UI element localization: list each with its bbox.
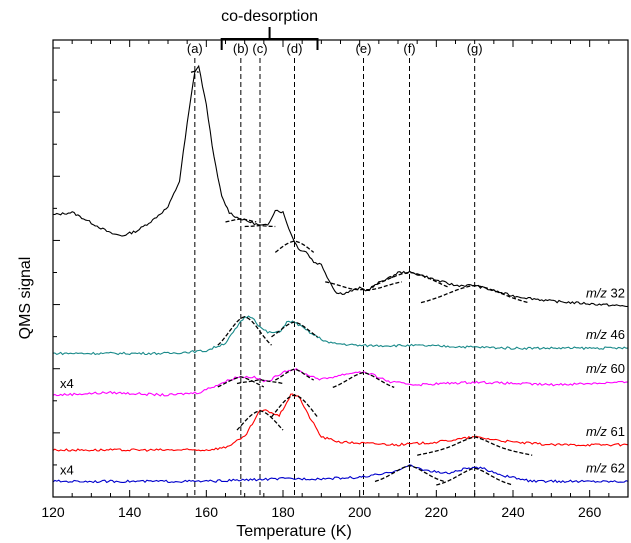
fit-curve [274, 368, 315, 381]
scale-factor-label: x4 [60, 376, 74, 391]
fit-curve [420, 284, 529, 304]
fit-curve [325, 281, 402, 291]
peak-marker-label: (a) [187, 41, 203, 56]
series-label: m/z 60 [586, 361, 625, 376]
series-labels: m/z 32 m/z 46 m/z 60 x4 m/z 61 m/z 62 x4 [60, 285, 625, 477]
x-tick-label: 160 [195, 504, 219, 520]
x-tick-label: 180 [271, 504, 295, 520]
fit-curve [270, 394, 319, 418]
fit-curve [370, 271, 449, 288]
x-tick-labels: 120 140 160 180 200 220 240 260 [41, 504, 601, 520]
series-label: m/z 46 [586, 327, 625, 342]
series-line [52, 368, 629, 397]
x-axis-label: Temperature (K) [236, 523, 352, 540]
fit-curve [217, 316, 272, 346]
fit-curve [190, 70, 199, 73]
x-tick-label: 240 [501, 504, 525, 520]
peak-marker-label: (e) [356, 41, 372, 56]
x-tick-label: 200 [348, 504, 372, 520]
axis-ticks [52, 40, 629, 498]
fit-curve [236, 378, 284, 385]
peak-marker-label: (g) [467, 41, 483, 56]
peak-marker-lines [194, 58, 476, 497]
x-tick-label: 140 [118, 504, 142, 520]
x-tick-label: 260 [578, 504, 602, 520]
co-desorption-bracket [220, 27, 319, 50]
fit-curve [374, 465, 445, 483]
peak-marker-label: (c) [252, 41, 267, 56]
fit-curve [417, 436, 533, 456]
series-line [52, 315, 629, 356]
fit-curve [244, 224, 276, 228]
series-label: m/z 62 [586, 460, 625, 475]
series-line [52, 393, 629, 452]
x-tick-label: 120 [41, 504, 65, 520]
series-label: m/z 32 [586, 285, 625, 300]
x-tick-label: 220 [425, 504, 449, 520]
series-line [52, 464, 629, 484]
series-group [52, 64, 629, 484]
fit-curve [271, 321, 318, 338]
peak-marker-label: (b) [233, 41, 249, 56]
scale-factor-label: x4 [60, 462, 74, 477]
fit-curve [436, 467, 514, 486]
series-label: m/z 61 [586, 424, 625, 439]
fit-curve [236, 410, 284, 431]
co-desorption-annotation: co-desorption [221, 8, 318, 25]
fit-curve [274, 240, 315, 253]
series-line [52, 64, 629, 308]
fit-curves [190, 70, 533, 486]
y-axis-label: QMS signal [17, 257, 34, 340]
fit-curve [225, 218, 257, 223]
fit-curve [332, 371, 395, 389]
peak-marker-label: (d) [287, 41, 303, 56]
fit-curve [217, 376, 265, 388]
peak-marker-label: (f) [403, 41, 415, 56]
